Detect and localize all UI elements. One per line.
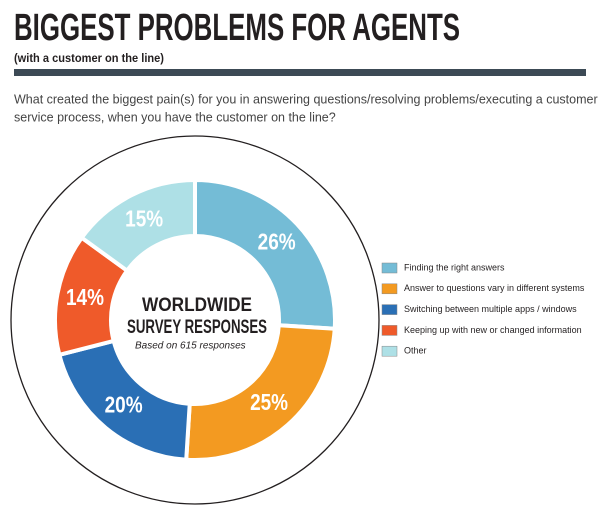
data-label: 14% (66, 284, 104, 310)
chart-subtitle: (with a customer on the line) (14, 51, 164, 65)
donut-segment (78, 177, 197, 274)
data-label: 25% (250, 389, 288, 415)
outer-ring (10, 135, 380, 505)
donut-segment (193, 177, 337, 331)
legend-swatch (381, 345, 398, 357)
legend-swatch (381, 283, 398, 295)
chart-title: BIGGEST PROBLEMS FOR AGENTS (14, 7, 460, 49)
question-text: service process, when you have the custo… (14, 110, 336, 124)
center-subtitle: Based on 615 responses (135, 341, 246, 352)
legend-label: Answer to questions vary in different sy… (404, 283, 585, 293)
data-label: 26% (258, 228, 296, 254)
legend-swatch (381, 304, 398, 315)
legend-label: Finding the right answers (404, 262, 505, 272)
data-label: 15% (125, 205, 163, 231)
legend-swatch (381, 325, 398, 336)
legend-swatch (381, 262, 398, 274)
donut-segment (184, 323, 337, 462)
legend-label: Keeping up with new or changed informati… (404, 325, 582, 335)
center-title: SURVEY RESPONSES (127, 317, 267, 338)
question-text: What created the biggest pain(s) for you… (14, 92, 598, 106)
legend-label: Other (404, 346, 427, 356)
legend-label: Switching between multiple apps / window… (404, 304, 577, 314)
center-title: WORLDWIDE (142, 295, 252, 316)
data-label: 20% (105, 391, 143, 417)
title-rule (14, 69, 586, 76)
